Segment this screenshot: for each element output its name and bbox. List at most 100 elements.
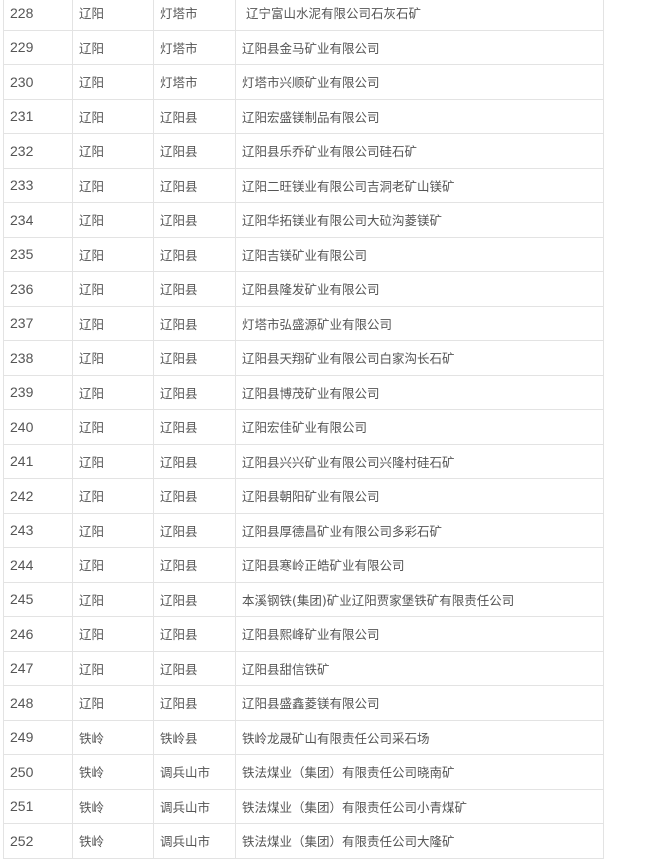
table-row: 246 辽阳 辽阳县 辽阳县熙峰矿业有限公司 <box>3 616 604 652</box>
table-row: 233 辽阳 辽阳县 辽阳二旺镁业有限公司吉洞老矿山镁矿 <box>3 167 604 203</box>
row-number-cell: 231 <box>3 98 73 134</box>
company-name-cell: 铁法煤业（集团）有限责任公司晓南矿 <box>235 754 604 790</box>
company-name-cell: 辽阳县朝阳矿业有限公司 <box>235 478 604 514</box>
table-row: 238 辽阳 辽阳县 辽阳县天翔矿业有限公司白家沟长石矿 <box>3 340 604 376</box>
city-cell: 辽阳 <box>72 29 154 65</box>
row-number-cell: 239 <box>3 374 73 410</box>
company-name-cell: 辽阳县隆发矿业有限公司 <box>235 271 604 307</box>
city-cell: 辽阳 <box>72 616 154 652</box>
row-number-cell: 242 <box>3 478 73 514</box>
table-row: 243 辽阳 辽阳县 辽阳县厚德昌矿业有限公司多彩石矿 <box>3 512 604 548</box>
company-name-cell: 灯塔市兴顺矿业有限公司 <box>235 64 604 100</box>
company-name-cell: 辽阳吉镁矿业有限公司 <box>235 236 604 272</box>
row-number-cell: 252 <box>3 823 73 859</box>
city-cell: 辽阳 <box>72 0 154 31</box>
company-name-cell: 辽阳县金马矿业有限公司 <box>235 29 604 65</box>
city-cell: 辽阳 <box>72 409 154 445</box>
row-number-cell: 238 <box>3 340 73 376</box>
table-row: 247 辽阳 辽阳县 辽阳县甜信铁矿 <box>3 650 604 686</box>
row-number-cell: 248 <box>3 685 73 721</box>
table-row: 231 辽阳 辽阳县 辽阳宏盛镁制品有限公司 <box>3 98 604 134</box>
table-row: 234 辽阳 辽阳县 辽阳华拓镁业有限公司大砬沟菱镁矿 <box>3 202 604 238</box>
county-cell: 辽阳县 <box>153 133 236 169</box>
city-cell: 辽阳 <box>72 581 154 617</box>
company-name-cell: 辽阳县甜信铁矿 <box>235 650 604 686</box>
table-row: 252 铁岭 调兵山市 铁法煤业（集团）有限责任公司大隆矿 <box>3 823 604 859</box>
county-cell: 辽阳县 <box>153 305 236 341</box>
city-cell: 辽阳 <box>72 650 154 686</box>
company-name-cell: 辽阳二旺镁业有限公司吉洞老矿山镁矿 <box>235 167 604 203</box>
table-row: 230 辽阳 灯塔市 灯塔市兴顺矿业有限公司 <box>3 64 604 100</box>
city-cell: 辽阳 <box>72 98 154 134</box>
county-cell: 辽阳县 <box>153 167 236 203</box>
row-number-cell: 247 <box>3 650 73 686</box>
table-row: 245 辽阳 辽阳县 本溪钢铁(集团)矿业辽阳贾家堡铁矿有限责任公司 <box>3 581 604 617</box>
city-cell: 辽阳 <box>72 478 154 514</box>
row-number-cell: 240 <box>3 409 73 445</box>
row-number-cell: 243 <box>3 512 73 548</box>
county-cell: 调兵山市 <box>153 788 236 824</box>
company-name-cell: 辽阳县盛鑫菱镁有限公司 <box>235 685 604 721</box>
company-name-cell: 辽阳县博茂矿业有限公司 <box>235 374 604 410</box>
table-row: 240 辽阳 辽阳县 辽阳宏佳矿业有限公司 <box>3 409 604 445</box>
table-row: 241 辽阳 辽阳县 辽阳县兴兴矿业有限公司兴隆村硅石矿 <box>3 443 604 479</box>
table-row: 237 辽阳 辽阳县 灯塔市弘盛源矿业有限公司 <box>3 305 604 341</box>
city-cell: 辽阳 <box>72 547 154 583</box>
city-cell: 辽阳 <box>72 305 154 341</box>
row-number-cell: 230 <box>3 64 73 100</box>
city-cell: 辽阳 <box>72 685 154 721</box>
row-number-cell: 249 <box>3 719 73 755</box>
table-row: 228 辽阳 灯塔市 辽宁富山水泥有限公司石灰石矿 <box>3 0 604 31</box>
company-name-cell: 辽阳宏佳矿业有限公司 <box>235 409 604 445</box>
county-cell: 辽阳县 <box>153 685 236 721</box>
company-name-cell: 辽阳华拓镁业有限公司大砬沟菱镁矿 <box>235 202 604 238</box>
row-number-cell: 233 <box>3 167 73 203</box>
company-name-cell: 铁法煤业（集团）有限责任公司小青煤矿 <box>235 788 604 824</box>
row-number-cell: 241 <box>3 443 73 479</box>
city-cell: 辽阳 <box>72 271 154 307</box>
city-cell: 辽阳 <box>72 512 154 548</box>
table-row: 239 辽阳 辽阳县 辽阳县博茂矿业有限公司 <box>3 374 604 410</box>
table-row: 236 辽阳 辽阳县 辽阳县隆发矿业有限公司 <box>3 271 604 307</box>
city-cell: 辽阳 <box>72 64 154 100</box>
city-cell: 辽阳 <box>72 133 154 169</box>
company-name-cell: 辽阳县兴兴矿业有限公司兴隆村硅石矿 <box>235 443 604 479</box>
table-body: 228 辽阳 灯塔市 辽宁富山水泥有限公司石灰石矿 229 辽阳 灯塔市 辽阳县金马矿业有限… <box>3 0 604 859</box>
company-name-cell: 辽阳县天翔矿业有限公司白家沟长石矿 <box>235 340 604 376</box>
company-name-cell: 铁法煤业（集团）有限责任公司大隆矿 <box>235 823 604 859</box>
city-cell: 铁岭 <box>72 719 154 755</box>
row-number-cell: 236 <box>3 271 73 307</box>
company-name-cell: 灯塔市弘盛源矿业有限公司 <box>235 305 604 341</box>
city-cell: 辽阳 <box>72 443 154 479</box>
city-cell: 铁岭 <box>72 788 154 824</box>
county-cell: 辽阳县 <box>153 650 236 686</box>
table-row: 235 辽阳 辽阳县 辽阳吉镁矿业有限公司 <box>3 236 604 272</box>
row-number-cell: 246 <box>3 616 73 652</box>
company-name-cell: 辽阳县寒岭正皓矿业有限公司 <box>235 547 604 583</box>
company-name-cell: 辽阳县熙峰矿业有限公司 <box>235 616 604 652</box>
table-row: 242 辽阳 辽阳县 辽阳县朝阳矿业有限公司 <box>3 478 604 514</box>
county-cell: 辽阳县 <box>153 98 236 134</box>
county-cell: 辽阳县 <box>153 374 236 410</box>
table-row: 244 辽阳 辽阳县 辽阳县寒岭正皓矿业有限公司 <box>3 547 604 583</box>
county-cell: 辽阳县 <box>153 236 236 272</box>
county-cell: 辽阳县 <box>153 616 236 652</box>
table-row: 249 铁岭 铁岭县 铁岭龙晟矿山有限责任公司采石场 <box>3 719 604 755</box>
city-cell: 辽阳 <box>72 340 154 376</box>
mine-list-table: 228 辽阳 灯塔市 辽宁富山水泥有限公司石灰石矿 229 辽阳 灯塔市 辽阳县金马矿业有限… <box>3 0 604 859</box>
company-name-cell: 本溪钢铁(集团)矿业辽阳贾家堡铁矿有限责任公司 <box>235 581 604 617</box>
county-cell: 辽阳县 <box>153 478 236 514</box>
county-cell: 调兵山市 <box>153 754 236 790</box>
row-number-cell: 251 <box>3 788 73 824</box>
county-cell: 辽阳县 <box>153 547 236 583</box>
county-cell: 辽阳县 <box>153 512 236 548</box>
row-number-cell: 250 <box>3 754 73 790</box>
county-cell: 辽阳县 <box>153 409 236 445</box>
table-row: 232 辽阳 辽阳县 辽阳县乐乔矿业有限公司硅石矿 <box>3 133 604 169</box>
company-name-cell: 辽宁富山水泥有限公司石灰石矿 <box>235 0 604 31</box>
row-number-cell: 229 <box>3 29 73 65</box>
county-cell: 灯塔市 <box>153 64 236 100</box>
city-cell: 铁岭 <box>72 823 154 859</box>
city-cell: 辽阳 <box>72 374 154 410</box>
company-name-cell: 辽阳县厚德昌矿业有限公司多彩石矿 <box>235 512 604 548</box>
